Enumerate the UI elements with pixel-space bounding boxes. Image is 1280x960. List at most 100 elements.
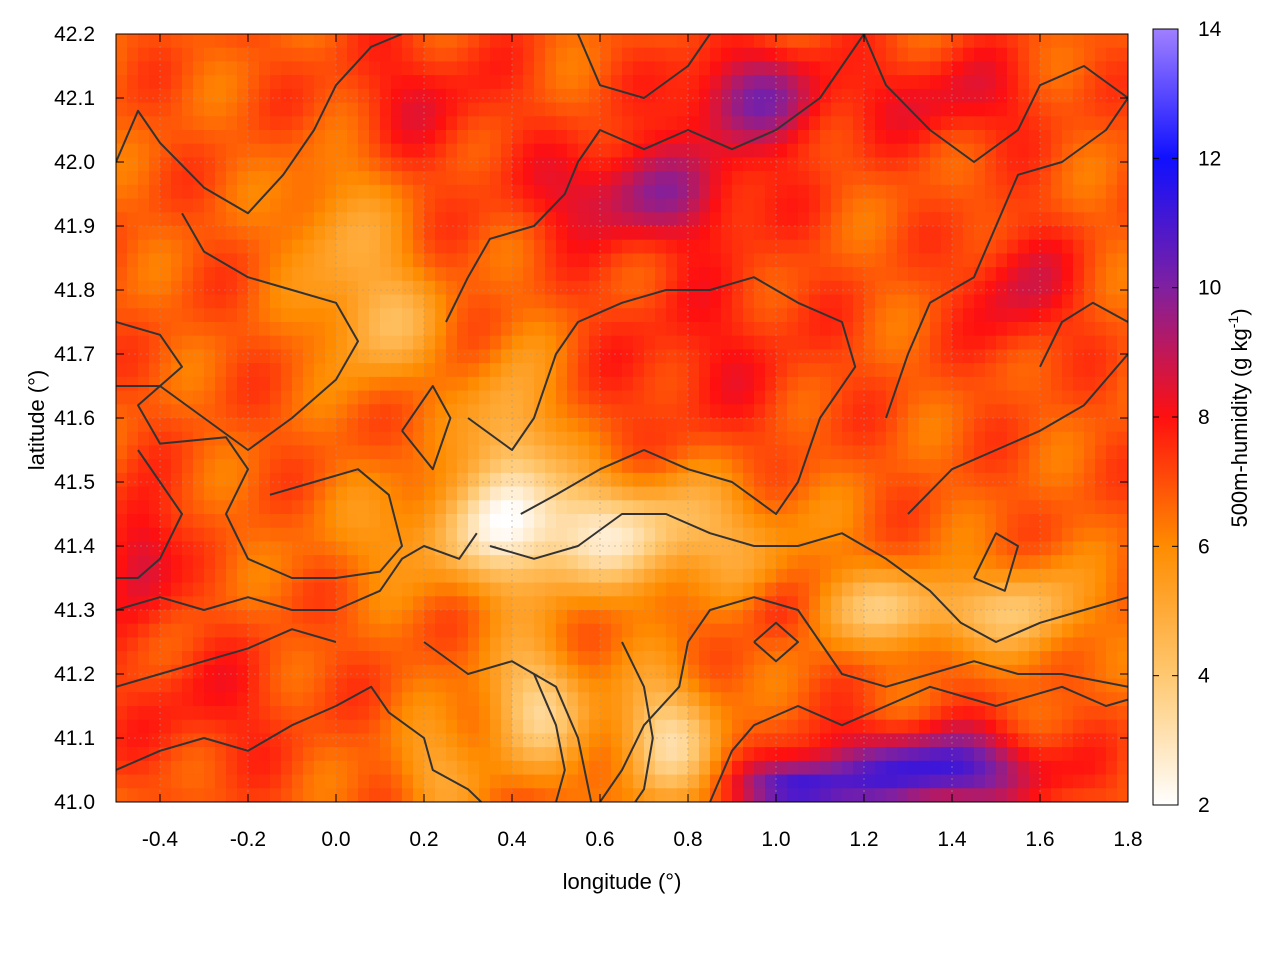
heatmap-cell	[721, 610, 733, 625]
heatmap-cell	[160, 733, 172, 748]
heatmap-cell	[930, 733, 942, 748]
heatmap-cell	[490, 582, 502, 597]
heatmap-cell	[468, 322, 480, 337]
heatmap-cell	[490, 280, 502, 296]
heatmap-cell	[820, 486, 832, 501]
heatmap-cell	[149, 596, 161, 611]
heatmap-cell	[699, 280, 711, 296]
heatmap-cell	[765, 568, 777, 584]
heatmap-cell	[1007, 541, 1019, 556]
heatmap-cell	[380, 582, 392, 597]
heatmap-cell	[446, 376, 458, 392]
heatmap-cell	[1040, 431, 1052, 447]
heatmap-cell	[171, 116, 183, 131]
heatmap-cell	[468, 294, 480, 309]
heatmap-cell	[215, 349, 227, 364]
heatmap-cell	[545, 61, 557, 76]
heatmap-cell	[765, 472, 777, 488]
heatmap-cell	[798, 486, 810, 501]
heatmap-cell	[457, 596, 469, 611]
heatmap-cell	[358, 445, 370, 460]
heatmap-cell	[919, 212, 931, 227]
heatmap-cell	[798, 760, 810, 776]
heatmap-cell	[941, 623, 953, 639]
heatmap-cell	[182, 363, 194, 378]
heatmap-cell	[842, 267, 854, 282]
heatmap-cell	[853, 719, 865, 735]
heatmap-cell	[655, 157, 667, 172]
heatmap-cell	[622, 130, 634, 145]
heatmap-cell	[622, 568, 634, 584]
heatmap-cell	[380, 555, 392, 570]
heatmap-cell	[721, 541, 733, 556]
heatmap-cell	[490, 706, 502, 721]
heatmap-cell	[314, 418, 326, 433]
heatmap-cell	[831, 459, 843, 474]
heatmap-cell	[831, 582, 843, 597]
heatmap-cell	[1073, 226, 1085, 241]
heatmap-cell	[908, 239, 920, 255]
heatmap-cell	[512, 692, 524, 707]
heatmap-cell	[963, 719, 975, 735]
heatmap-cell	[138, 760, 150, 776]
heatmap-cell	[490, 651, 502, 666]
heatmap-cell	[314, 363, 326, 378]
heatmap-cell	[710, 143, 722, 159]
heatmap-cell	[1062, 664, 1074, 680]
heatmap-cell	[248, 88, 260, 104]
heatmap-cell	[897, 376, 909, 392]
heatmap-cell	[424, 760, 436, 776]
heatmap-cell	[193, 651, 205, 666]
heatmap-cell	[853, 568, 865, 584]
heatmap-cell	[798, 719, 810, 735]
heatmap-cell	[1073, 184, 1085, 200]
heatmap-cell	[248, 596, 260, 611]
heatmap-cell	[809, 349, 821, 364]
heatmap-cell	[996, 212, 1008, 227]
heatmap-cell	[688, 61, 700, 76]
heatmap-cell	[941, 610, 953, 625]
heatmap-cell	[204, 747, 216, 762]
heatmap-cell	[809, 637, 821, 652]
heatmap-cell	[193, 706, 205, 721]
heatmap-cell	[380, 349, 392, 364]
heatmap-cell	[1029, 431, 1041, 447]
heatmap-cell	[369, 582, 381, 597]
heatmap-cell	[303, 102, 315, 117]
heatmap-cell	[578, 335, 590, 351]
heatmap-cell	[314, 171, 326, 186]
heatmap-cell	[402, 143, 414, 159]
heatmap-cell	[754, 472, 766, 488]
heatmap-cell	[127, 226, 139, 241]
heatmap-cell	[380, 267, 392, 282]
heatmap-cell	[259, 678, 271, 693]
heatmap-cell	[644, 116, 656, 131]
heatmap-cell	[215, 322, 227, 337]
heatmap-cell	[171, 267, 183, 282]
heatmap-cell	[534, 431, 546, 447]
heatmap-cell	[908, 664, 920, 680]
heatmap-cell	[545, 692, 557, 707]
heatmap-cell	[875, 719, 887, 735]
heatmap-cell	[237, 363, 249, 378]
heatmap-cell	[743, 555, 755, 570]
heatmap-cell	[1106, 198, 1118, 213]
heatmap-cell	[798, 390, 810, 405]
heatmap-cell	[886, 582, 898, 597]
heatmap-cell	[897, 555, 909, 570]
heatmap-cell	[886, 171, 898, 186]
heatmap-cell	[347, 335, 359, 351]
heatmap-cell	[1073, 514, 1085, 529]
heatmap-cell	[908, 445, 920, 460]
heatmap-cell	[864, 116, 876, 131]
heatmap-cell	[611, 472, 623, 488]
heatmap-cell	[281, 582, 293, 597]
heatmap-cell	[182, 774, 194, 789]
heatmap-cell	[1051, 226, 1063, 241]
heatmap-cell	[688, 431, 700, 447]
heatmap-cell	[644, 431, 656, 447]
heatmap-cell	[622, 75, 634, 90]
heatmap-cell	[886, 459, 898, 474]
heatmap-cell	[952, 582, 964, 597]
heatmap-cell	[149, 514, 161, 529]
